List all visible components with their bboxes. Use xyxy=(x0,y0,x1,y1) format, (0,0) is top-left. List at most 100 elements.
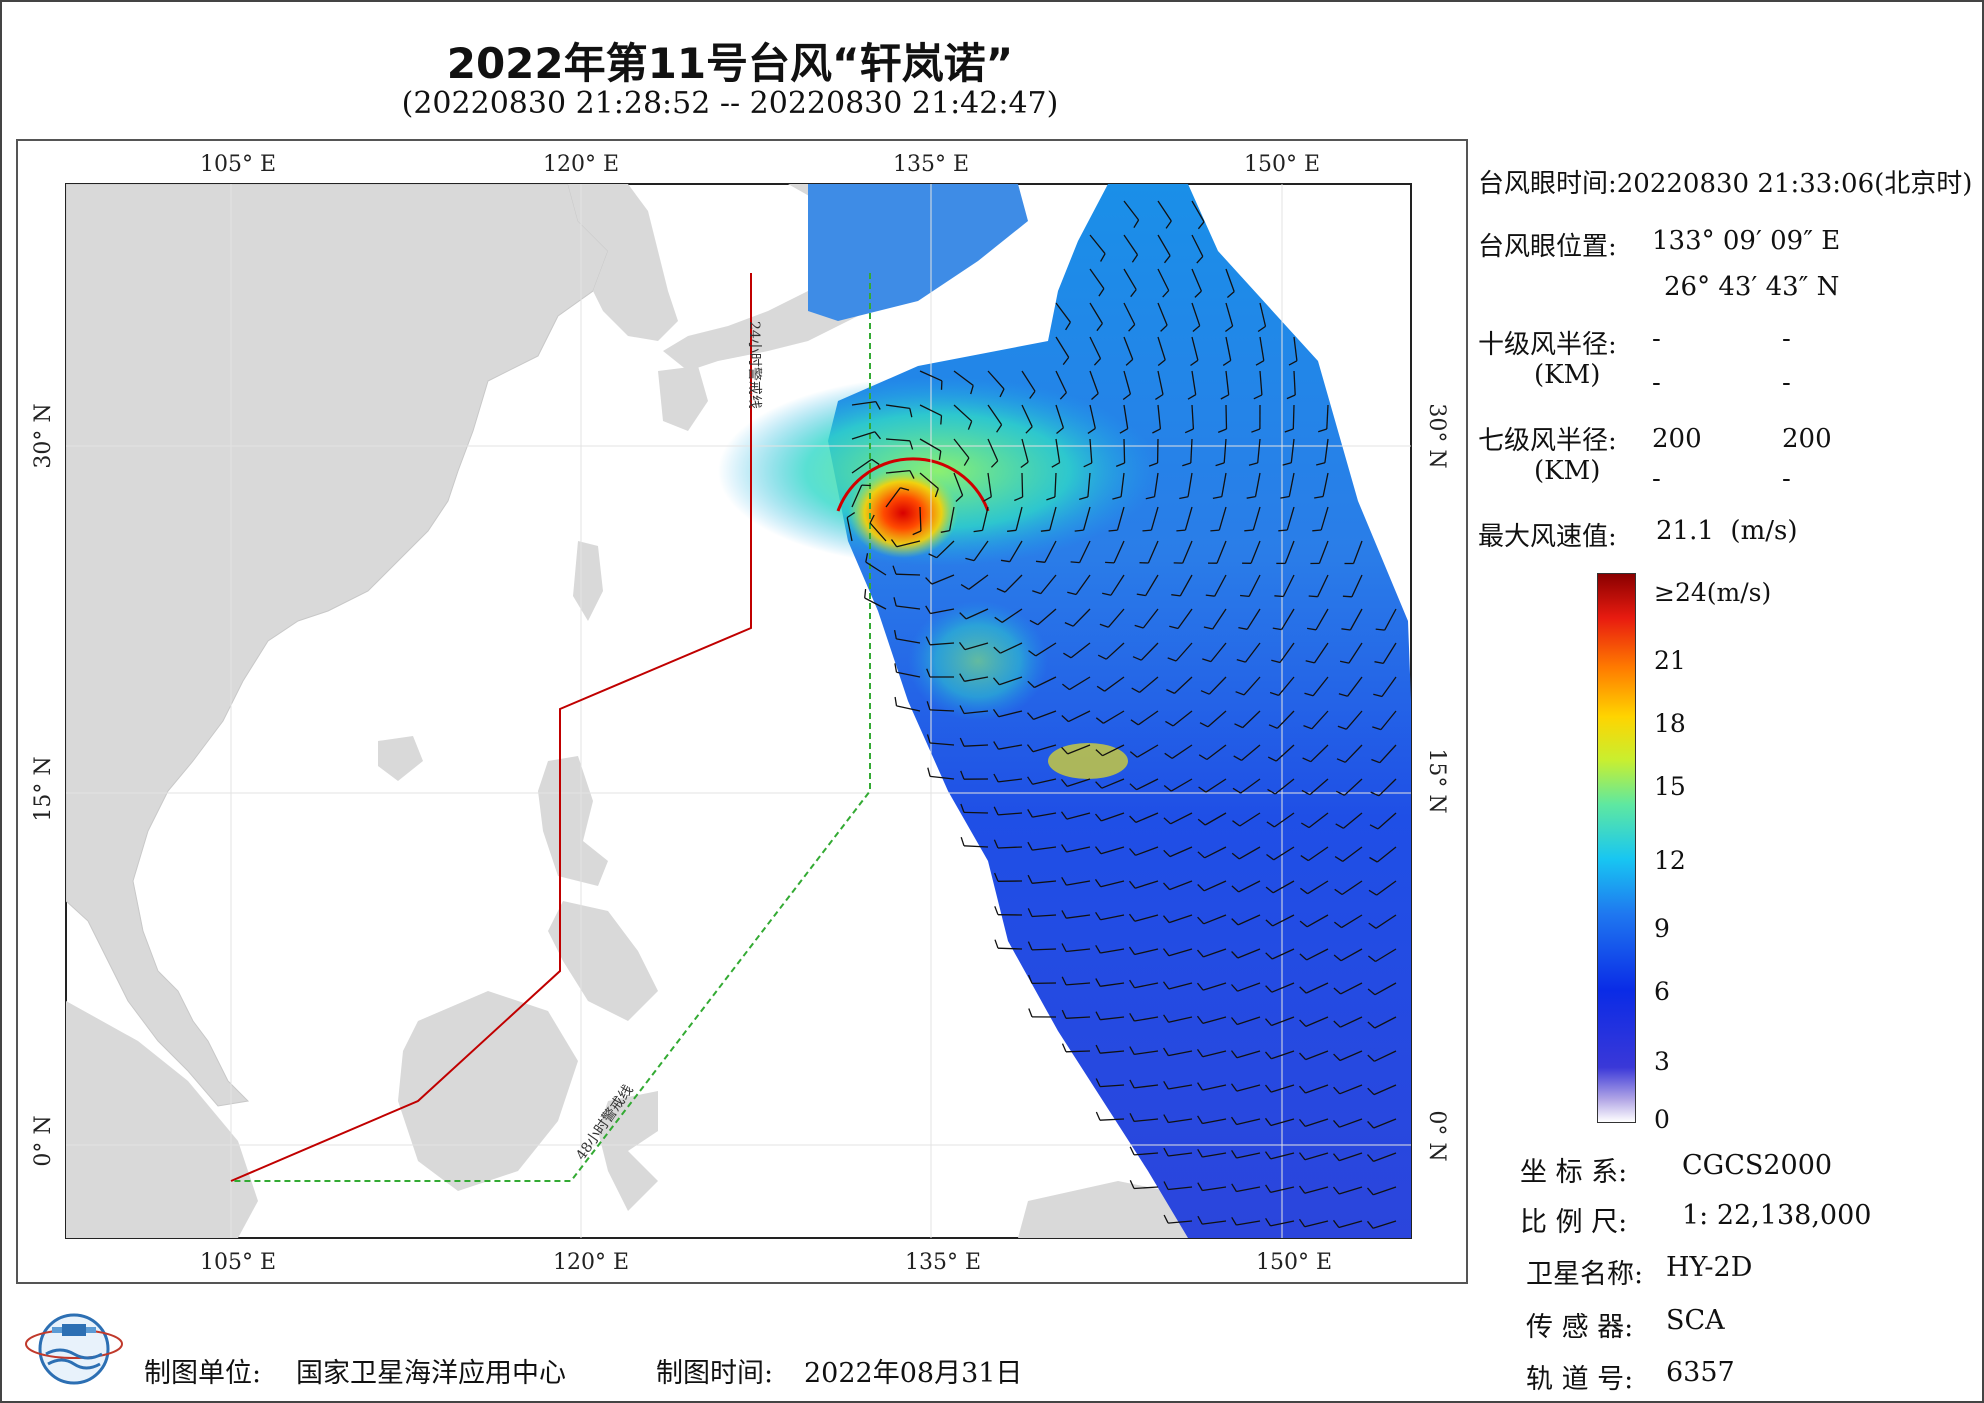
wind-barb xyxy=(1206,744,1227,761)
wind-barb-feather xyxy=(912,530,922,536)
wind-barb xyxy=(1168,1084,1193,1090)
wind-barb-feather xyxy=(1240,594,1250,598)
colorbar-label: 6 xyxy=(1654,977,1670,1006)
wind-barb xyxy=(1082,506,1091,531)
wind-barb-feather xyxy=(1129,848,1136,856)
wind-barb xyxy=(1009,540,1023,563)
wind-barb-feather xyxy=(1095,1044,1101,1054)
wind-barb-feather xyxy=(1368,922,1377,929)
wind-barb-feather xyxy=(1231,885,1240,893)
wind-barb-feather xyxy=(1231,984,1238,992)
wind-barb xyxy=(1221,472,1227,497)
wind-barb xyxy=(1373,1084,1397,1096)
wind-barb xyxy=(1032,880,1057,884)
wind-barb xyxy=(1202,1186,1227,1192)
wind-barb xyxy=(1374,1050,1397,1062)
wind-barb-feather xyxy=(1230,1050,1238,1059)
wind-barb-feather xyxy=(993,677,1000,686)
wind-field-map[interactable]: 24小时警戒线 48小时警戒线 105° E 120° E 135° E 150… xyxy=(18,141,1466,1282)
wind-barb xyxy=(1248,574,1261,597)
wind-barb xyxy=(896,638,921,644)
wind-barb xyxy=(1134,1118,1159,1123)
wind-barb-feather xyxy=(1196,255,1204,264)
wind-barb-feather xyxy=(1231,1183,1237,1192)
wind-barb xyxy=(1170,778,1193,792)
wind-zone-secondary xyxy=(908,601,1048,721)
wind-barb xyxy=(1238,846,1261,860)
wind-barb-feather xyxy=(1231,1216,1237,1226)
wind-barb xyxy=(1225,336,1232,361)
wind-barb-feather xyxy=(1299,920,1308,928)
wind-barb xyxy=(1134,1084,1159,1089)
crs-label: 坐 标 系: xyxy=(1520,1157,1628,1188)
wind-barb xyxy=(1374,982,1397,996)
wind-barb xyxy=(1236,1084,1261,1092)
r10-value: - xyxy=(1652,324,1661,354)
wind-barb-feather xyxy=(1299,1019,1307,1027)
lat-tick-left: 15° N xyxy=(31,756,56,821)
wind-barb xyxy=(1136,778,1159,791)
wind-barb-feather xyxy=(1265,1184,1272,1193)
wind-barb xyxy=(987,370,1005,390)
wind-barb xyxy=(1101,812,1125,822)
wind-barb-feather xyxy=(990,460,999,468)
wind-barb xyxy=(1089,438,1093,463)
wind-barb-feather xyxy=(938,450,942,461)
wind-barb xyxy=(1089,370,1099,394)
wind-barb-feather xyxy=(1027,712,1034,720)
wind-barb xyxy=(1339,1084,1363,1095)
wind-barb xyxy=(1308,812,1329,829)
wind-barb xyxy=(851,458,873,474)
wind-barb xyxy=(896,705,921,712)
wind-barb xyxy=(1123,200,1140,221)
wind-barb-feather xyxy=(1097,654,1107,660)
wind-barb-feather xyxy=(1067,591,1077,596)
wind-barbs xyxy=(846,200,1397,1229)
wind-barb-feather xyxy=(1236,658,1246,663)
lon-tick-top: 105° E xyxy=(200,152,276,177)
wind-barb xyxy=(1270,1118,1295,1127)
wind-barb-feather xyxy=(1238,626,1248,630)
wind-barb-feather xyxy=(1176,529,1186,532)
wind-barb-feather xyxy=(1136,593,1146,597)
wind-barb-feather xyxy=(1333,1086,1341,1095)
wind-barb-feather xyxy=(959,705,965,714)
wind-barb xyxy=(1066,914,1091,919)
wind-barb xyxy=(1341,914,1363,929)
philippines-south xyxy=(548,901,658,1021)
wind-barb xyxy=(1254,472,1261,497)
wind-barb-feather xyxy=(1163,1214,1169,1224)
wind-barb xyxy=(1378,778,1397,797)
wind-barb xyxy=(1168,1186,1193,1191)
wind-barb-feather xyxy=(1316,462,1326,466)
r7-value: - xyxy=(1652,464,1661,494)
wind-barb-feather xyxy=(846,512,856,519)
wind-barb xyxy=(1338,1186,1363,1195)
wind-barb-feather xyxy=(909,408,913,418)
wind-barb xyxy=(1236,1050,1261,1059)
r7-unit: (KM) xyxy=(1534,456,1601,486)
wind-barb-feather xyxy=(1091,393,1099,400)
wind-barb xyxy=(1202,1152,1227,1158)
wind-barb-feather xyxy=(1083,462,1093,468)
wind-barb xyxy=(1372,1220,1397,1229)
wind-barb-feather xyxy=(1162,948,1170,957)
wind-barb xyxy=(1135,812,1159,823)
wind-barb-feather xyxy=(1265,1018,1272,1026)
wind-barb-feather xyxy=(1131,254,1139,263)
wind-barb-feather xyxy=(1197,884,1205,892)
wind-barb-feather xyxy=(926,701,931,711)
wind-barb-feather xyxy=(1094,879,1102,888)
wind-barb xyxy=(919,438,942,452)
wind-barb xyxy=(851,431,876,440)
wind-barb-feather xyxy=(993,839,999,849)
crs-value: CGCS2000 xyxy=(1682,1150,1833,1181)
wind-barb-feather xyxy=(1198,786,1207,793)
wind-barb xyxy=(1257,438,1261,463)
colorbar-label: 15 xyxy=(1654,772,1686,801)
wind-barb-feather xyxy=(1095,944,1101,954)
wind-barb xyxy=(1168,948,1193,957)
orbit-value: 6357 xyxy=(1666,1357,1735,1388)
wind-barb-feather xyxy=(1029,619,1039,626)
wind-barb-feather xyxy=(1197,1148,1203,1158)
